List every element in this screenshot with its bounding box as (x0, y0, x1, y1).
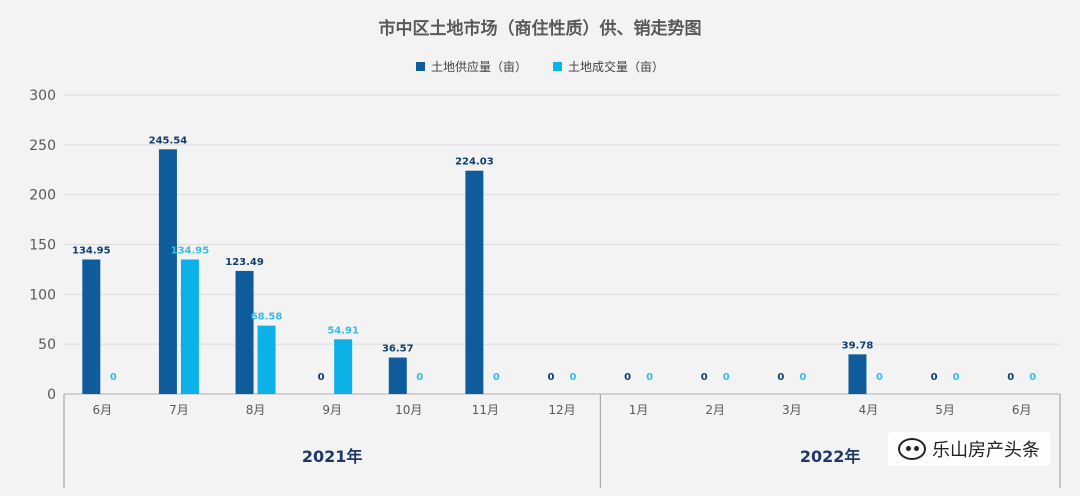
legend-label-supply: 土地供应量（亩） (430, 60, 527, 74)
data-label-supply: 0 (318, 372, 325, 383)
legend-item-supply: 土地供应量（亩） (415, 58, 527, 75)
x-tick-label: 8月 (246, 403, 266, 417)
data-label-supply: 0 (931, 372, 938, 383)
bar-supply (848, 354, 867, 394)
x-tick-label: 12月 (548, 403, 575, 417)
data-label-deal: 0 (876, 372, 883, 383)
x-tick-label: 5月 (935, 403, 955, 417)
legend-swatch-supply (415, 62, 425, 71)
data-label-deal: 0 (416, 372, 423, 383)
legend-item-deal: 土地成交量（亩） (553, 58, 664, 75)
y-tick-label: 0 (47, 387, 56, 403)
data-label-deal: 68.58 (251, 312, 283, 323)
data-label-supply: 0 (548, 372, 555, 383)
data-label-deal: 0 (1029, 372, 1036, 383)
year-group-label: 2021年 (302, 447, 363, 466)
data-label-deal: 0 (493, 372, 500, 383)
data-label-deal: 0 (799, 372, 806, 383)
bar-supply (82, 259, 101, 394)
x-tick-label: 6月 (1012, 403, 1032, 417)
legend: 土地供应量（亩） 土地成交量（亩） (0, 58, 1080, 75)
x-tick-label: 11月 (472, 403, 499, 417)
legend-label-deal: 土地成交量（亩） (568, 60, 665, 74)
data-label-supply: 123.49 (225, 257, 264, 268)
data-label-deal: 0 (110, 372, 117, 383)
x-tick-label: 6月 (92, 403, 112, 417)
legend-swatch-deal (553, 62, 562, 71)
x-tick-label: 3月 (782, 403, 802, 417)
y-tick-label: 150 (29, 238, 56, 254)
x-tick-label: 7月 (169, 403, 189, 417)
data-label-deal: 0 (953, 372, 960, 383)
data-label-deal: 54.91 (327, 325, 359, 336)
y-tick-label: 200 (29, 188, 56, 204)
data-label-supply: 36.57 (382, 344, 414, 355)
watermark-text: 乐山房产头条 (932, 440, 1040, 461)
bar-supply (465, 170, 484, 394)
y-tick-label: 300 (29, 88, 56, 104)
bar-deal (334, 339, 353, 394)
wechat-icon (898, 438, 926, 460)
data-label-supply: 0 (701, 372, 708, 383)
x-tick-label: 4月 (859, 403, 879, 417)
watermark-badge: 乐山房产头条 (888, 432, 1050, 466)
data-label-supply: 0 (624, 372, 631, 383)
data-label-supply: 39.78 (842, 340, 874, 351)
y-tick-label: 100 (29, 287, 56, 303)
bar-deal (257, 325, 276, 394)
bar-supply (235, 270, 254, 394)
y-tick-label: 50 (38, 337, 56, 353)
data-label-deal: 0 (570, 372, 577, 383)
x-tick-label: 2月 (705, 403, 725, 417)
x-tick-label: 10月 (395, 403, 422, 417)
y-tick-label: 250 (29, 138, 56, 154)
chart-title: 市中区土地市场（商住性质）供、销走势图 (378, 19, 702, 39)
x-tick-label: 9月 (322, 403, 342, 417)
data-label-deal: 134.95 (171, 245, 210, 256)
data-label-supply: 245.54 (149, 135, 188, 146)
data-label-supply: 224.03 (455, 157, 494, 168)
bar-supply (158, 149, 177, 394)
x-tick-label: 1月 (629, 403, 649, 417)
data-label-deal: 0 (723, 372, 730, 383)
bar-supply (388, 357, 407, 394)
data-label-deal: 0 (646, 372, 653, 383)
data-label-supply: 0 (1007, 372, 1014, 383)
data-label-supply: 0 (777, 372, 784, 383)
bar-deal (180, 259, 199, 394)
data-label-supply: 134.95 (72, 245, 111, 256)
year-group-label: 2022年 (800, 447, 861, 466)
